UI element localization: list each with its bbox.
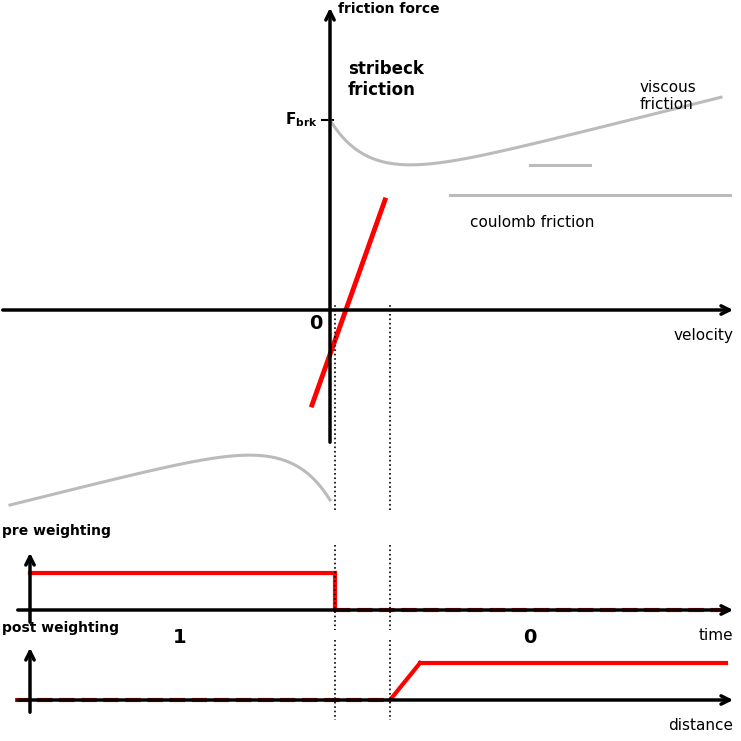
Text: 0: 0: [308, 314, 322, 333]
Text: stribeck
friction: stribeck friction: [348, 60, 424, 99]
Text: pre weighting: pre weighting: [2, 524, 111, 538]
Text: distance: distance: [668, 718, 733, 733]
Text: friction force: friction force: [338, 2, 439, 16]
Text: 0: 0: [523, 628, 536, 647]
Text: viscous
friction: viscous friction: [640, 80, 697, 113]
Text: velocity: velocity: [673, 328, 733, 343]
Text: 1: 1: [173, 628, 187, 647]
Text: $\mathbf{F_{brk}}$: $\mathbf{F_{brk}}$: [285, 110, 318, 130]
Text: time: time: [698, 628, 733, 643]
Text: post weighting: post weighting: [2, 621, 119, 635]
Text: coulomb friction: coulomb friction: [470, 215, 594, 230]
